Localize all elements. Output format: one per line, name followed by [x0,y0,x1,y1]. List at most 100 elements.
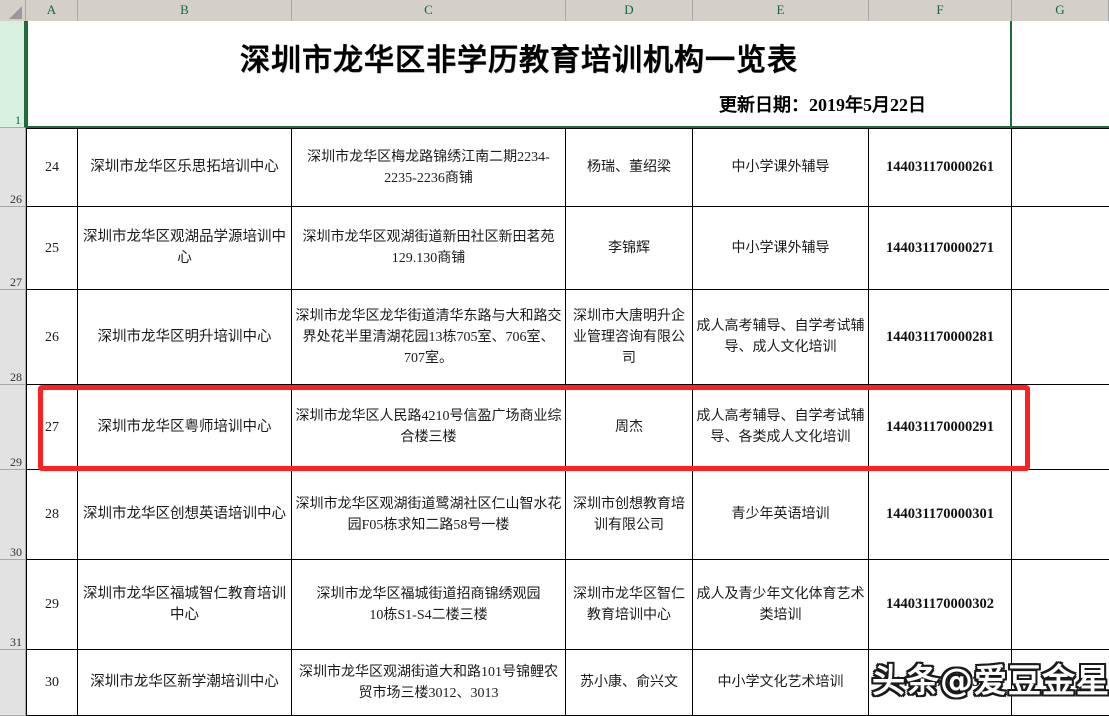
cell-text: 深圳市龙华区观湖街道新田社区新田茗苑129.130商铺 [302,230,555,266]
cell-blank-25[interactable] [1012,207,1109,290]
row-header-28[interactable]: 28 [0,290,26,385]
cell-institution-name-30[interactable]: 深圳市龙华区新学潮培训中心 [78,650,292,716]
update-date: 更新日期：2019年5月22日 [719,95,926,115]
cell-address-30[interactable]: 深圳市龙华区观湖街道大和路101号锦鲤农贸市场三楼3012、3013 [292,650,566,716]
cell-license-number-24[interactable]: 144031170000261 [869,128,1012,207]
cell-text: 深圳市龙华区创想英语培训中心 [83,506,286,522]
cell-legal-person-28[interactable]: 深圳市创想教育培训有限公司 [566,470,693,560]
cell-blank-28[interactable] [1012,470,1109,560]
cell-text: 深圳市龙华区观湖街道大和路101号锦鲤农贸市场三楼3012、3013 [299,664,558,701]
cell-institution-name-28[interactable]: 深圳市龙华区创想英语培训中心 [78,470,292,560]
cell-institution-name-25[interactable]: 深圳市龙华区观湖品学源培训中心 [78,207,292,290]
cell-blank-29[interactable] [1012,560,1109,650]
cell-address-24[interactable]: 深圳市龙华区梅龙路锦绣江南二期2234-2235-2236商铺 [292,128,566,207]
cell-text: 144031170000281 [886,328,994,345]
cell-blank-27[interactable] [1012,385,1109,470]
row-header-strip: 1 26 27 28 29 30 31 [0,21,26,716]
cell-legal-person-25[interactable]: 李锦辉 [566,207,693,290]
cell-text: 周杰 [615,419,643,435]
cell-training-scope-28[interactable]: 青少年英语培训 [693,470,869,560]
cell-institution-name-27[interactable]: 深圳市龙华区粤师培训中心 [78,385,292,470]
cell-license-number-29[interactable]: 144031170000302 [869,560,1012,650]
column-header-d[interactable]: D [566,0,693,21]
column-header-f[interactable]: F [869,0,1012,21]
cell-text: 28 [45,507,59,522]
cell-legal-person-29[interactable]: 深圳市龙华区智仁教育培训中心 [566,560,693,650]
cell-training-scope-25[interactable]: 中小学课外辅导 [693,207,869,290]
cell-address-28[interactable]: 深圳市龙华区观湖街道鹭湖社区仁山智水花园F05栋求知二路58号一楼 [292,470,566,560]
title-row-blank-cell[interactable] [1012,21,1109,128]
cell-text: 深圳市龙华区福城智仁教育培训中心 [83,585,286,623]
cell-text: 深圳市创想教育培训有限公司 [573,496,685,533]
row-header-blank[interactable] [0,650,26,716]
cell-text: 中小学课外辅导 [731,160,830,175]
cell-training-scope-30[interactable]: 中小学文化艺术培训 [693,650,869,716]
cell-text: 成人及青少年文化体育艺术类培训 [696,586,865,623]
row-header-26[interactable]: 26 [0,128,26,207]
cell-blank-30[interactable] [1012,650,1109,716]
cell-training-scope-24[interactable]: 中小学课外辅导 [693,128,869,207]
column-header-c[interactable]: C [292,0,566,21]
cell-text: 杨瑞、董绍梁 [587,160,671,175]
cell-text: 深圳市龙华区明升培训中心 [97,328,272,345]
cell-index-24[interactable]: 24 [26,128,78,207]
cell-text: 30 [45,675,59,690]
cell-text: 李锦辉 [608,240,650,256]
column-header-a[interactable]: A [26,0,78,21]
cell-address-29[interactable]: 深圳市龙华区福城街道招商锦绣观园 10栋S1-S4二楼三楼 [292,560,566,650]
cell-text: 深圳市龙华区粤师培训中心 [97,418,272,435]
cell-text: 深圳市龙华区观湖街道鹭湖社区仁山智水花园F05栋求知二路58号一楼 [295,496,562,533]
cell-address-27[interactable]: 深圳市龙华区人民路4210号信盈广场商业综合楼三楼 [292,385,566,470]
cell-training-scope-29[interactable]: 成人及青少年文化体育艺术类培训 [693,560,869,650]
cell-index-25[interactable]: 25 [26,207,78,290]
row-header-1[interactable]: 1 [0,21,26,128]
cell-legal-person-24[interactable]: 杨瑞、董绍梁 [566,128,693,207]
cell-legal-person-27[interactable]: 周杰 [566,385,693,470]
row-header-31[interactable]: 31 [0,560,26,650]
cell-text: 深圳市龙华区乐思拓培训中心 [90,159,279,175]
cell-text: 中小学文化艺术培训 [717,675,844,690]
select-all-corner[interactable] [0,0,26,21]
cell-index-26[interactable]: 26 [26,290,78,385]
cell-blank-24[interactable] [1012,128,1109,207]
cell-address-25[interactable]: 深圳市龙华区观湖街道新田社区新田茗苑129.130商铺 [292,207,566,290]
cell-training-scope-27[interactable]: 成人高考辅导、自学考试辅导、各类成人文化培训 [693,385,869,470]
cell-index-30[interactable]: 30 [26,650,78,716]
cell-text: 青少年英语培训 [731,507,830,522]
cell-legal-person-30[interactable]: 苏小康、俞兴文 [566,650,693,716]
row-header-30[interactable]: 30 [0,470,26,560]
cell-license-number-30[interactable]: 144031170000303 [869,650,1012,716]
cell-institution-name-26[interactable]: 深圳市龙华区明升培训中心 [78,290,292,385]
cell-text: 深圳市龙华区福城街道招商锦绣观园 10栋S1-S4二楼三楼 [316,586,541,623]
column-header-e[interactable]: E [693,0,869,21]
title-banner-cell[interactable]: 深圳市龙华区非学历教育培训机构一览表 更新日期：2019年5月22日 [26,21,1012,128]
cell-license-number-27[interactable]: 144031170000291 [869,385,1012,470]
cell-text: 29 [45,597,59,612]
row-header-27[interactable]: 27 [0,207,26,290]
cell-blank-26[interactable] [1012,290,1109,385]
cell-license-number-25[interactable]: 144031170000271 [869,207,1012,290]
column-header-b[interactable]: B [78,0,292,21]
cell-text: 25 [45,240,59,256]
cell-legal-person-26[interactable]: 深圳市大唐明升企业管理咨询有限公司 [566,290,693,385]
row-header-29[interactable]: 29 [0,385,26,470]
cell-text: 苏小康、俞兴文 [580,675,678,690]
cell-text: 深圳市龙华区智仁教育培训中心 [573,586,685,623]
column-header-g[interactable]: G [1012,0,1109,21]
cell-text: 深圳市龙华区观湖品学源培训中心 [83,229,286,266]
cell-institution-name-29[interactable]: 深圳市龙华区福城智仁教育培训中心 [78,560,292,650]
cell-license-number-28[interactable]: 144031170000301 [869,470,1012,560]
cell-text: 144031170000271 [886,239,994,256]
cell-index-29[interactable]: 29 [26,560,78,650]
cell-index-27[interactable]: 27 [26,385,78,470]
cell-index-28[interactable]: 28 [26,470,78,560]
cell-address-26[interactable]: 深圳市龙华区龙华街道清华东路与大和路交界处花半里清湖花园13栋705室、706室… [292,290,566,385]
cell-institution-name-24[interactable]: 深圳市龙华区乐思拓培训中心 [78,128,292,207]
cell-training-scope-26[interactable]: 成人高考辅导、自学考试辅导、成人文化培训 [693,290,869,385]
cell-text: 深圳市龙华区梅龙路锦绣江南二期2234-2235-2236商铺 [307,149,550,186]
cell-text: 成人高考辅导、自学考试辅导、各类成人文化培训 [696,409,865,445]
cell-license-number-26[interactable]: 144031170000281 [869,290,1012,385]
cell-text: 深圳市龙华区龙华街道清华东路与大和路交界处花半里清湖花园13栋705室、706室… [295,308,562,366]
